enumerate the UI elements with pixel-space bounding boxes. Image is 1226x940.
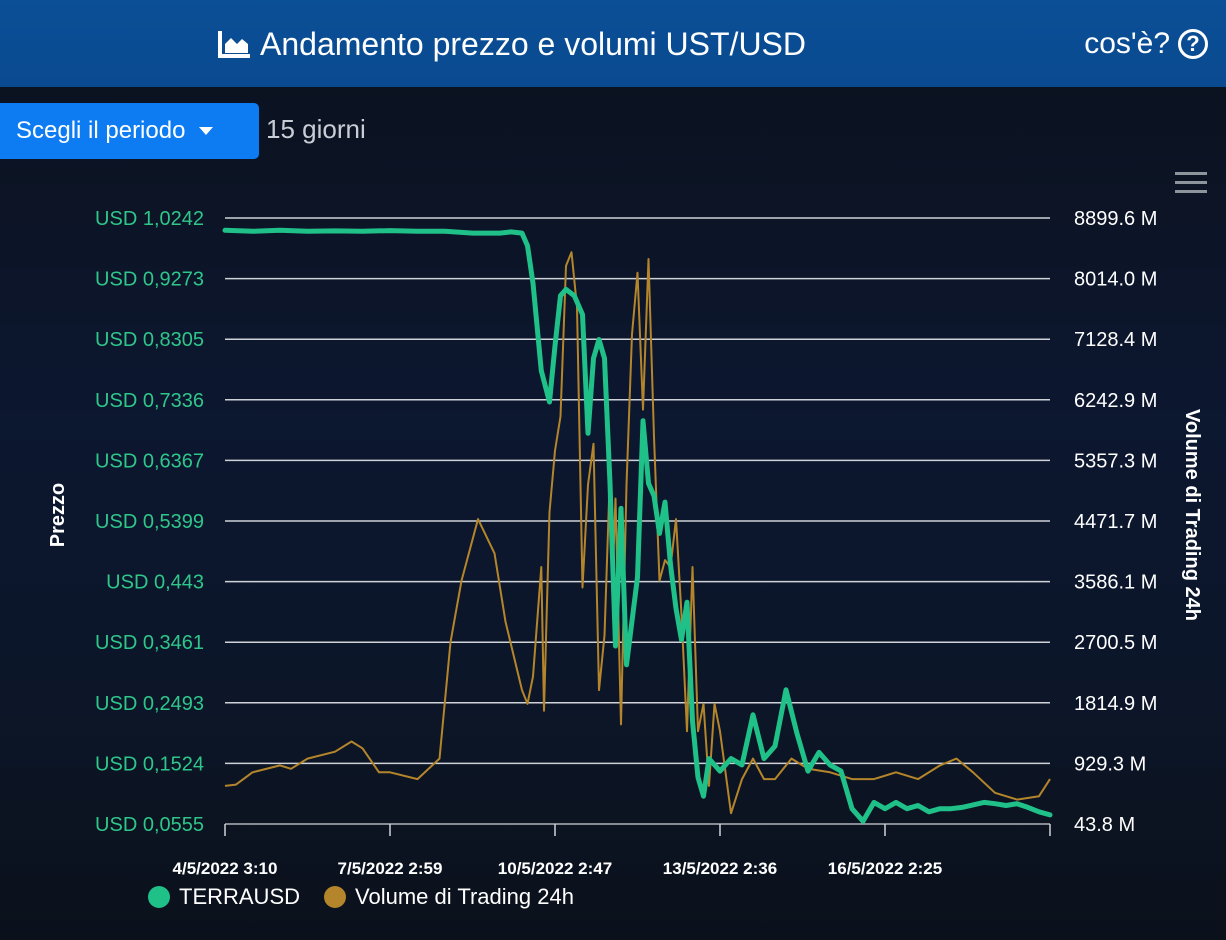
y-right-tick-label: 5357.3 M	[1074, 450, 1157, 472]
caret-down-icon[interactable]	[199, 127, 214, 135]
axes: USD 1,0242 8899.6 M USD 0,9273 8014.0 M USD …	[95, 208, 1157, 878]
y-axis-left-label: Prezzo	[47, 483, 69, 547]
y-left-tick-label: USD 0,7336	[95, 390, 204, 412]
price-series-line	[222, 227, 1053, 824]
header-bar: Andamento prezzo e volumi UST/USD cos'è?…	[0, 0, 1226, 87]
legend-label-price: TERRAUSD	[179, 884, 301, 909]
y-left-tick-label: USD 0,6367	[95, 450, 204, 472]
y-right-tick-label: 3586.1 M	[1074, 572, 1157, 594]
page-title-text: Andamento prezzo e volumi UST/USD	[260, 26, 806, 62]
y-right-tick-label: 43.8 M	[1074, 814, 1135, 836]
y-right-tick-label: 8014.0 M	[1074, 269, 1157, 291]
period-dropdown-button[interactable]: Scegli il periodo	[0, 103, 259, 159]
x-tick-label: 4/5/2022 3:10	[173, 859, 278, 878]
x-tick-label: 16/5/2022 2:25	[828, 859, 942, 878]
page-title: Andamento prezzo e volumi UST/USD	[218, 22, 806, 66]
y-left-tick-label: USD 0,5399	[95, 511, 204, 533]
chart-legend: TERRAUSD Volume di Trading 24h	[148, 884, 598, 910]
legend-label-volume: Volume di Trading 24h	[355, 884, 574, 909]
y-left-tick-label: USD 0,443	[106, 572, 204, 594]
y-left-tick-label: USD 0,2493	[95, 693, 204, 715]
legend-dot-volume	[324, 886, 347, 908]
y-left-tick-label: USD 0,9273	[95, 269, 204, 291]
volume-series-layer	[224, 251, 1051, 815]
help-link[interactable]: cos'è? ?	[1084, 24, 1208, 64]
y-left-tick-label: USD 0,1524	[95, 753, 204, 775]
y-left-tick-label: USD 0,8305	[95, 329, 204, 351]
y-right-tick-label: 8899.6 M	[1074, 208, 1157, 230]
question-circle-icon[interactable]: ?	[1178, 29, 1208, 59]
y-left-tick-label: USD 0,0555	[95, 814, 204, 836]
y-axis-right-label: Volume di Trading 24h	[1181, 409, 1203, 621]
legend-item-price[interactable]: TERRAUSD	[148, 884, 300, 910]
x-tick-label: 7/5/2022 2:59	[338, 859, 443, 878]
area-chart-icon	[218, 31, 250, 58]
help-label[interactable]: cos'è?	[1084, 27, 1170, 60]
y-right-tick-label: 2700.5 M	[1074, 632, 1157, 654]
price-series-layer	[222, 227, 1053, 824]
x-tick-label: 13/5/2022 2:36	[663, 859, 777, 878]
y-right-tick-label: 929.3 M	[1074, 753, 1146, 775]
y-right-tick-label: 6242.9 M	[1074, 390, 1157, 412]
y-right-tick-label: 7128.4 M	[1074, 329, 1157, 351]
selected-period: 15 giorni	[266, 114, 366, 144]
period-button-label[interactable]: Scegli il periodo	[16, 117, 186, 144]
y-left-tick-label: USD 1,0242	[95, 208, 204, 230]
y-right-tick-label: 4471.7 M	[1074, 511, 1157, 533]
volume-series-line	[224, 251, 1051, 815]
y-right-tick-label: 1814.9 M	[1074, 693, 1157, 715]
y-left-tick-label: USD 0,3461	[95, 632, 204, 654]
x-tick-label: 10/5/2022 2:47	[498, 859, 612, 878]
legend-item-volume[interactable]: Volume di Trading 24h	[324, 884, 574, 910]
hamburger-menu-icon[interactable]	[1175, 172, 1207, 193]
legend-dot-price	[148, 886, 170, 908]
